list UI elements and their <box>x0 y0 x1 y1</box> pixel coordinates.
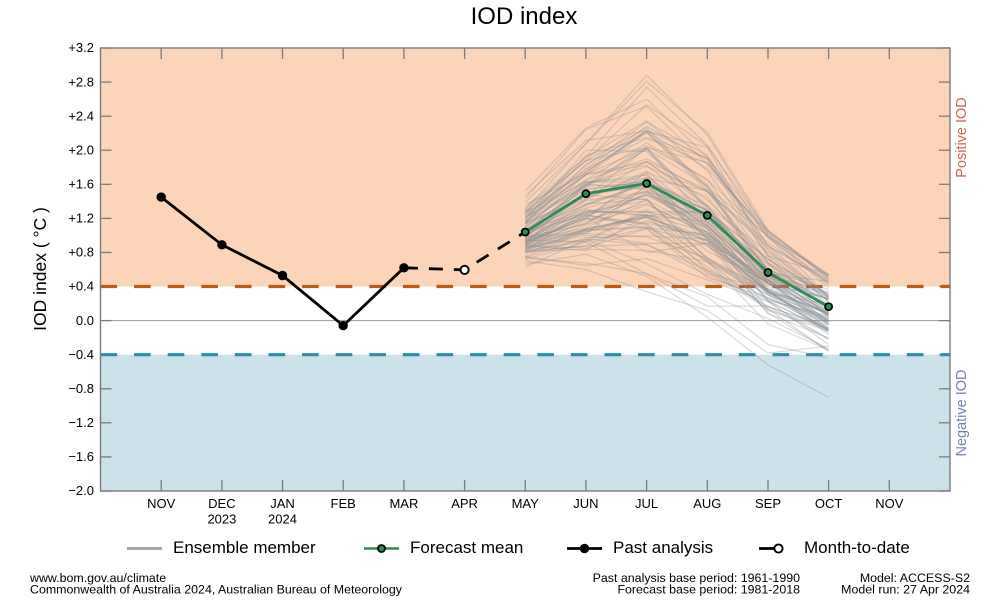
svg-text:−1.6: −1.6 <box>68 449 94 464</box>
svg-text:−2.0: −2.0 <box>68 483 94 498</box>
svg-text:Past analysis: Past analysis <box>613 538 713 557</box>
svg-text:MAR: MAR <box>389 496 418 511</box>
svg-text:Past analysis base period: 196: Past analysis base period: 1961-1990 <box>593 571 800 585</box>
svg-text:+0.8: +0.8 <box>68 245 94 260</box>
svg-text:FEB: FEB <box>331 496 356 511</box>
svg-text:Forecast mean: Forecast mean <box>410 538 523 557</box>
svg-text:IOD index ( °C ): IOD index ( °C ) <box>30 207 50 331</box>
svg-text:MAY: MAY <box>512 496 540 511</box>
svg-text:2023: 2023 <box>207 511 236 526</box>
svg-text:Month-to-date: Month-to-date <box>804 538 910 557</box>
svg-text:Forecast base period: 1981-201: Forecast base period: 1981-2018 <box>617 583 800 597</box>
svg-text:Positive IOD: Positive IOD <box>954 97 970 178</box>
svg-text:−1.2: −1.2 <box>68 415 94 430</box>
svg-text:0.0: 0.0 <box>76 313 94 328</box>
svg-text:+3.2: +3.2 <box>68 40 94 55</box>
svg-text:AUG: AUG <box>693 496 721 511</box>
svg-text:JAN: JAN <box>270 496 295 511</box>
svg-text:Negative IOD: Negative IOD <box>954 369 970 456</box>
svg-text:+2.0: +2.0 <box>68 142 94 157</box>
svg-text:2024: 2024 <box>268 511 297 526</box>
svg-text:+2.8: +2.8 <box>68 74 94 89</box>
svg-text:+2.4: +2.4 <box>68 108 94 123</box>
svg-text:−0.4: −0.4 <box>68 347 94 362</box>
svg-text:APR: APR <box>451 496 478 511</box>
svg-text:IOD index: IOD index <box>471 3 578 30</box>
svg-text:−0.8: −0.8 <box>68 381 94 396</box>
svg-text:www.bom.gov.au/climate: www.bom.gov.au/climate <box>29 571 166 585</box>
svg-text:+1.2: +1.2 <box>68 211 94 226</box>
svg-text:Ensemble member: Ensemble member <box>173 538 316 557</box>
svg-text:+0.4: +0.4 <box>68 279 94 294</box>
svg-text:OCT: OCT <box>815 496 843 511</box>
svg-text:SEP: SEP <box>755 496 781 511</box>
svg-text:NOV: NOV <box>147 496 176 511</box>
svg-text:+1.6: +1.6 <box>68 177 94 192</box>
svg-text:Model run: 27 Apr 2024: Model run: 27 Apr 2024 <box>841 583 970 597</box>
svg-text:Commonwealth of Australia 2024: Commonwealth of Australia 2024, Australi… <box>30 583 403 597</box>
svg-text:NOV: NOV <box>875 496 904 511</box>
svg-text:JUL: JUL <box>635 496 658 511</box>
svg-text:Model: ACCESS-S2: Model: ACCESS-S2 <box>860 571 970 585</box>
svg-text:DEC: DEC <box>208 496 235 511</box>
svg-text:JUN: JUN <box>573 496 598 511</box>
